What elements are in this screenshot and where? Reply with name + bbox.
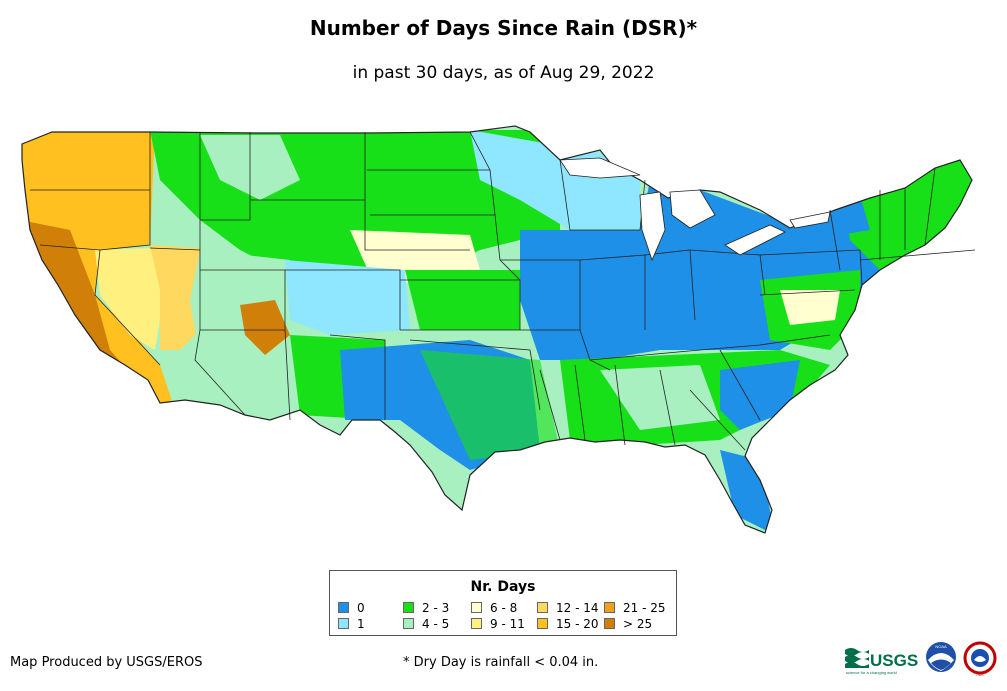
legend-item-1: 1 [338,618,365,632]
us-map-graphic [21,125,976,534]
legend-item-6: 12 - 14 [537,602,599,616]
legend-item-8: 21 - 25 [604,602,666,616]
legend-label: 6 - 8 [490,601,518,615]
legend-item-9: > 25 [604,618,652,632]
legend: Nr. Days 0 1 2 - 3 4 - 5 6 - 8 9 - 11 12… [329,570,677,636]
legend-swatch [471,602,482,613]
legend-label: 15 - 20 [556,617,599,631]
legend-swatch [403,618,414,629]
legend-label: 12 - 14 [556,601,599,615]
usgs-logo-text: USGS [870,651,918,670]
us-outline [21,125,973,534]
legend-label: 2 - 3 [422,601,450,615]
legend-label: > 25 [623,617,653,631]
noaa-logo-text: NOAA [935,644,947,649]
legend-item-2: 2 - 3 [403,602,449,616]
dry-day-footnote: * Dry Day is rainfall < 0.04 in. [403,655,599,670]
legend-swatch [403,602,414,613]
state-boundaries [30,131,976,451]
legend-swatch [537,602,548,613]
map-credit: Map Produced by USGS/EROS [10,655,203,670]
legend-swatch [338,618,349,629]
legend-label: 9 - 11 [490,617,525,631]
legend-item-7: 15 - 20 [537,618,599,632]
legend-label: 21 - 25 [623,601,666,615]
usgs-tagline: science for a changing world [846,670,897,675]
legend-item-3: 4 - 5 [403,618,449,632]
legend-item-0: 0 [338,602,365,616]
legend-swatch [537,618,548,629]
map-subtitle: in past 30 days, as of Aug 29, 2022 [352,63,655,83]
great-lakes [559,157,831,262]
legend-label: 1 [357,617,365,631]
legend-item-5: 9 - 11 [471,618,525,632]
legend-item-4: 6 - 8 [471,602,517,616]
legend-swatch [471,618,482,629]
map-title: Number of Days Since Rain (DSR)* [309,16,698,40]
legend-label: 0 [357,601,365,615]
legend-title: Nr. Days [470,579,536,595]
noaa-logo-icon: NOAA [926,642,956,672]
nws-logo-icon: NWS [963,641,997,677]
legend-label: 4 - 5 [422,617,450,631]
legend-swatch [604,602,615,613]
usgs-logo-icon: USGS science for a changing world [845,648,918,675]
legend-swatch [604,618,615,629]
nws-logo-text: NWS [977,673,984,677]
agency-logos: USGS science for a changing world NOAA N… [843,638,1003,678]
legend-swatch [338,602,349,613]
us-map [0,120,1007,540]
logos-graphic: USGS science for a changing world NOAA N… [845,641,997,677]
